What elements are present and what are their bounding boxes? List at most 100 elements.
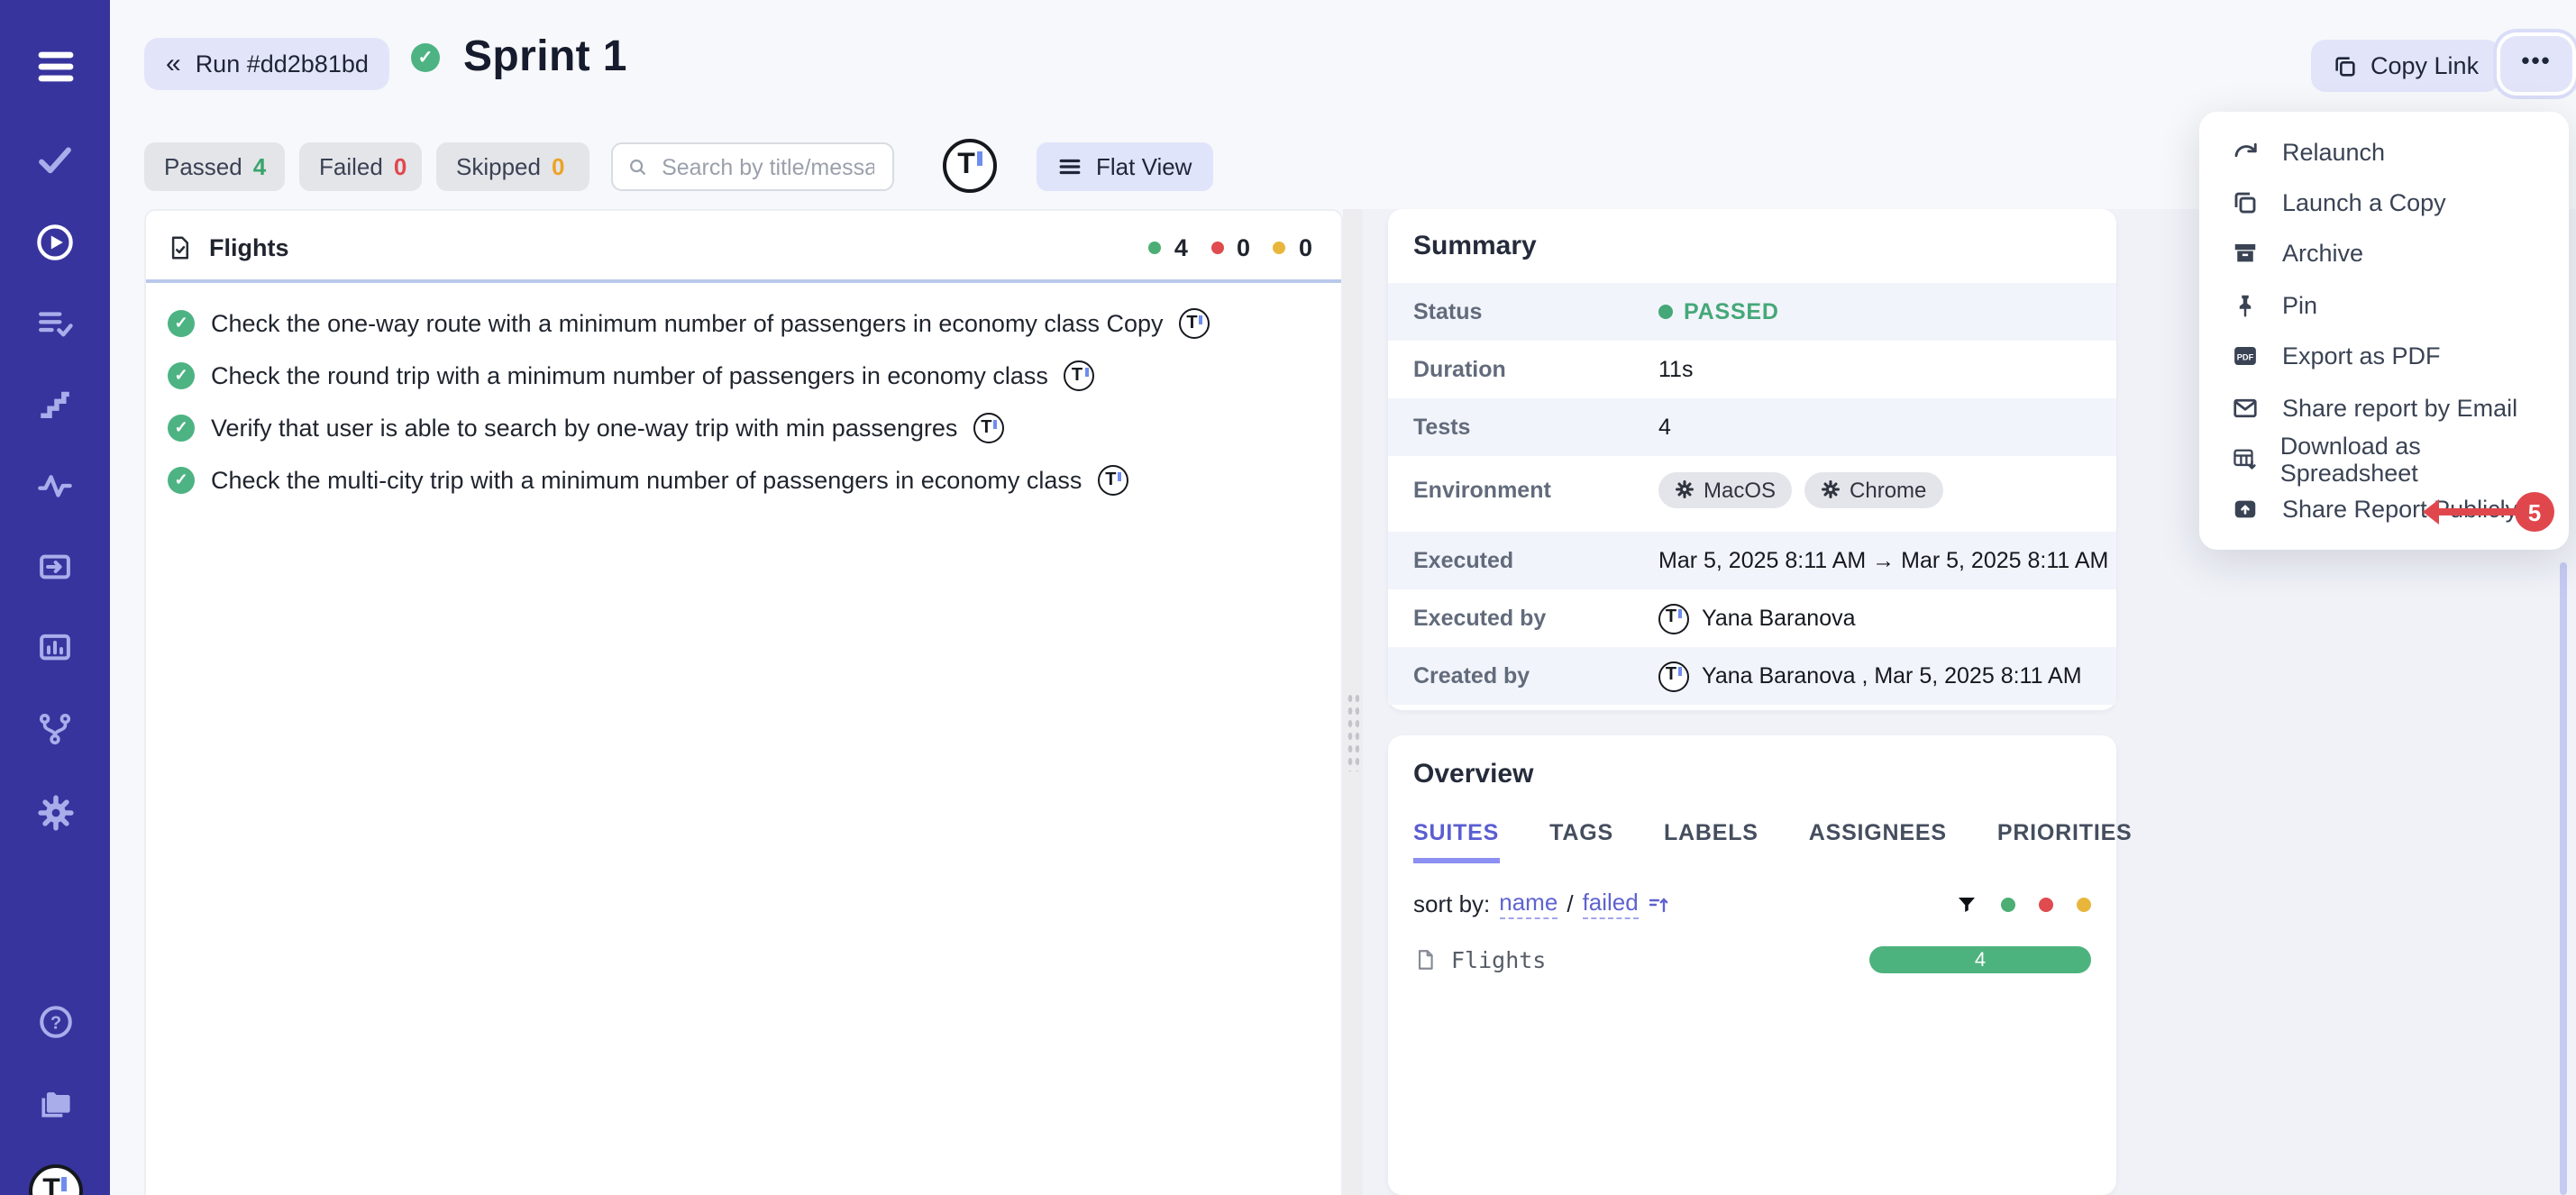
search-box xyxy=(611,142,894,191)
passed-filter-count: 4 xyxy=(252,153,267,180)
annotation-arrow xyxy=(2437,508,2520,515)
more-actions-menu: Relaunch Launch a Copy Archive Pin PDF E… xyxy=(2199,112,2569,550)
summary-row-duration: Duration 11s xyxy=(1413,357,1694,382)
hamburger-icon xyxy=(1059,159,1081,175)
menu-item-archive[interactable]: Archive xyxy=(2199,229,2569,280)
archive-icon xyxy=(2234,244,2256,263)
test-row[interactable]: Verify that user is able to search by on… xyxy=(146,402,1341,454)
menu-item-share-report-by-email[interactable]: Share report by Email xyxy=(2199,382,2569,433)
passed-check-icon xyxy=(411,43,440,72)
test-passed-icon xyxy=(168,310,195,337)
passed-bar[interactable]: 4 xyxy=(1869,946,2091,973)
test-row[interactable]: Check the one-way route with a minimum n… xyxy=(146,297,1341,350)
passed-dot-toggle[interactable] xyxy=(2001,897,2015,911)
search-icon xyxy=(630,160,645,175)
test-passed-icon xyxy=(168,467,195,494)
summary-row-executed-by: Executed by T Yana Baranova xyxy=(1388,589,2116,647)
sort-by-name-link[interactable]: name xyxy=(1499,889,1558,919)
overview-suite-row[interactable]: Flights 4 xyxy=(1413,946,2091,973)
test-author-avatar[interactable]: T xyxy=(1098,465,1129,496)
check-icon[interactable] xyxy=(0,141,110,178)
pin-icon xyxy=(2239,295,2252,317)
copy-link-button[interactable]: Copy Link xyxy=(2311,40,2501,92)
menu-icon[interactable] xyxy=(0,45,110,88)
summary-row-executed: Executed Mar 5, 2025 8:11 AM → Mar 5, 20… xyxy=(1388,532,2116,589)
resizer-grip[interactable] xyxy=(1347,692,1359,771)
suite-header[interactable]: Flights 4 0 0 xyxy=(146,222,1341,272)
failed-dot-toggle[interactable] xyxy=(2039,897,2053,911)
double-chevron-left-icon: « xyxy=(166,49,181,79)
more-actions-button[interactable]: ••• xyxy=(2500,36,2572,92)
logo-letter: T xyxy=(42,1175,60,1195)
sort-ascending-icon[interactable] xyxy=(1648,893,1669,915)
summary-card: Summary Status PASSED Duration 11s Tests… xyxy=(1388,209,2116,710)
filter-failed[interactable]: Failed 0 xyxy=(299,142,422,191)
tab-labels[interactable]: LABELS xyxy=(1663,820,1758,845)
failed-dot xyxy=(1210,241,1224,253)
menu-item-pin[interactable]: Pin xyxy=(2199,279,2569,331)
bar-chart-icon[interactable] xyxy=(0,629,110,667)
skipped-filter-count: 0 xyxy=(551,153,565,180)
summary-row-tests: Tests 4 xyxy=(1388,398,2116,456)
funnel-icon[interactable] xyxy=(1956,893,1978,915)
suite-name: Flights xyxy=(209,233,289,260)
tab-suites[interactable]: SUITES xyxy=(1413,820,1500,863)
svg-text:PDF: PDF xyxy=(2237,353,2254,362)
tab-assignees[interactable]: ASSIGNEES xyxy=(1808,820,1947,845)
environment-chip[interactable]: MacOS xyxy=(1658,471,1793,507)
test-list-panel: Flights 4 0 0 Check the one-way route wi… xyxy=(144,209,1343,1195)
overview-card: Overview SUITES TAGS LABELS ASSIGNEES PR… xyxy=(1388,735,2132,1195)
skipped-dot-toggle[interactable] xyxy=(2077,897,2091,911)
page-title: Sprint 1 xyxy=(463,32,627,81)
filter-skipped[interactable]: Skipped 0 xyxy=(436,142,589,191)
menu-item-launch-a-copy[interactable]: Launch a Copy xyxy=(2199,178,2569,229)
flat-view-button[interactable]: Flat View xyxy=(1037,142,1214,191)
test-title: Check the round trip with a minimum numb… xyxy=(211,362,1048,389)
share-publicly-icon xyxy=(2234,501,2256,519)
sort-row: sort by: name / failed xyxy=(1413,889,2091,919)
user-avatar: T xyxy=(1658,661,1689,691)
logo-avatar[interactable]: T xyxy=(0,1164,110,1195)
menu-item-download-as-spreadsheet[interactable]: Download as Spreadsheet xyxy=(2199,432,2569,486)
test-row[interactable]: Check the multi-city trip with a minimum… xyxy=(146,454,1341,506)
test-row[interactable]: Check the round trip with a minimum numb… xyxy=(146,350,1341,402)
tab-tags[interactable]: TAGS xyxy=(1549,820,1613,845)
import-icon[interactable] xyxy=(0,548,110,586)
back-to-run-button[interactable]: « Run #dd2b81bd xyxy=(144,38,390,90)
tab-priorities[interactable]: PRIORITIES xyxy=(1996,820,2133,845)
skipped-dot xyxy=(1273,241,1286,253)
steps-icon[interactable] xyxy=(0,386,110,424)
user-avatar: T xyxy=(1658,603,1689,634)
mail-icon xyxy=(2233,398,2257,417)
assignee-filter-avatar[interactable]: T xyxy=(943,139,997,193)
test-author-avatar[interactable]: T xyxy=(1179,308,1210,339)
filter-passed[interactable]: Passed 4 xyxy=(144,142,285,191)
vertical-scrollbar[interactable] xyxy=(2560,562,2567,1195)
search-input[interactable] xyxy=(658,152,878,181)
suite-failed-count: 0 xyxy=(1236,233,1250,260)
help-icon[interactable]: ? xyxy=(0,1002,110,1042)
pulse-icon[interactable] xyxy=(0,467,110,505)
environment-chip[interactable]: Chrome xyxy=(1804,471,1943,507)
menu-item-export-as-pdf[interactable]: PDF Export as PDF xyxy=(2199,331,2569,382)
menu-item-relaunch[interactable]: Relaunch xyxy=(2199,126,2569,178)
suite-counts: 4 0 0 xyxy=(1148,233,1323,260)
flat-view-label: Flat View xyxy=(1096,153,1192,180)
skipped-filter-label: Skipped xyxy=(456,153,541,180)
branch-icon[interactable] xyxy=(0,710,110,748)
summary-title: Summary xyxy=(1413,231,1537,261)
test-rows: Check the one-way route with a minimum n… xyxy=(146,283,1341,506)
play-circle-icon[interactable] xyxy=(0,222,110,263)
gear-icon xyxy=(1822,480,1841,498)
sort-by-failed-link[interactable]: failed xyxy=(1582,889,1639,919)
folders-icon[interactable] xyxy=(0,1083,110,1123)
panel-resizer[interactable] xyxy=(1343,209,1363,1195)
sort-by-label: sort by: xyxy=(1413,890,1491,917)
run-title: Sprint 1 xyxy=(411,32,627,83)
test-author-avatar[interactable]: T xyxy=(973,413,1005,443)
relaunch-icon xyxy=(2234,142,2257,157)
test-author-avatar[interactable]: T xyxy=(1064,360,1095,391)
list-check-icon[interactable] xyxy=(0,305,110,342)
gear-icon xyxy=(1676,480,1694,498)
gear-icon[interactable] xyxy=(0,793,110,833)
